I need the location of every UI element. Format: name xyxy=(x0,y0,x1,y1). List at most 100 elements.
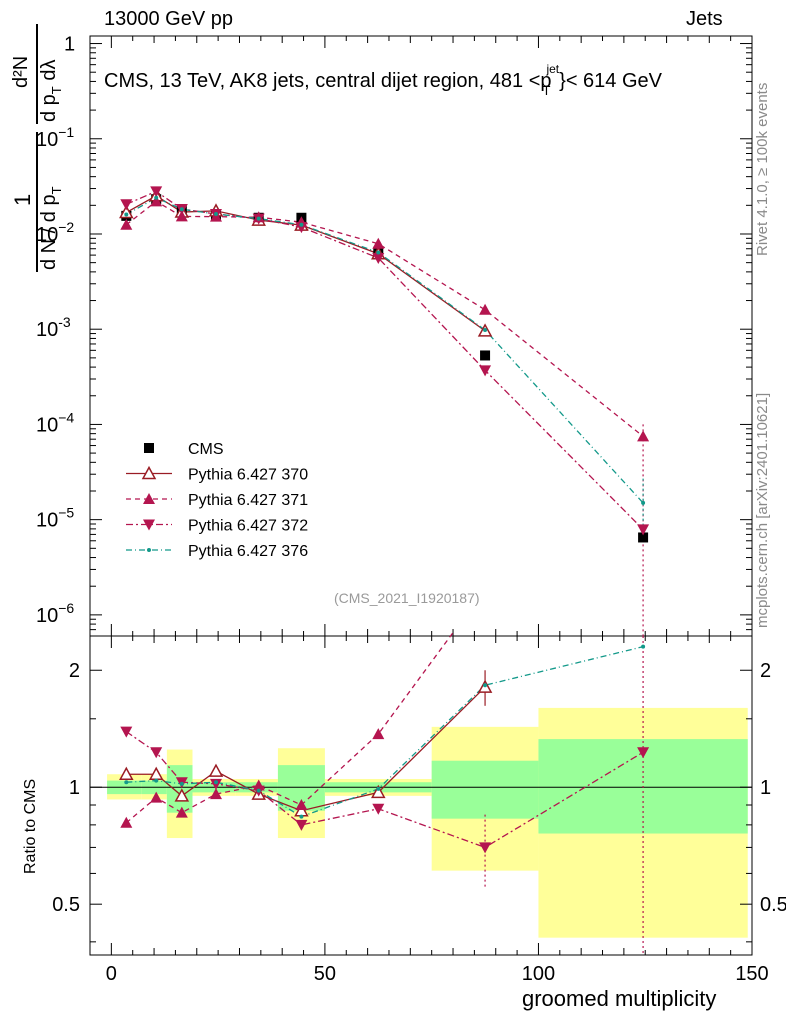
ratio-point-3-7 xyxy=(483,683,488,688)
legend-marker-3 xyxy=(143,519,155,531)
ratio-point-3-1 xyxy=(154,778,159,783)
legend-marker-1 xyxy=(141,465,157,480)
series-markers xyxy=(119,186,650,854)
main-point-0-7 xyxy=(480,350,491,361)
x-tick-label-0: 0 xyxy=(106,963,117,985)
main-point-3-7 xyxy=(479,365,492,377)
ratio-y-tick-label-right-2: 2 xyxy=(760,660,771,682)
ylabel-frac1-num: 1 xyxy=(10,193,35,206)
main-point-4-3 xyxy=(213,212,218,217)
main-point-3-0 xyxy=(120,199,133,211)
ratio-y-tick-label-right-0.5: 0.5 xyxy=(760,894,786,916)
main-point-4-2 xyxy=(179,207,184,212)
main-point-2-7 xyxy=(479,303,492,315)
main-point-2-0 xyxy=(120,218,133,230)
ratio-point-2-0 xyxy=(120,726,133,738)
ratio-point-0-6 xyxy=(371,784,386,799)
ratio-point-0-3 xyxy=(208,763,224,777)
ratio-band-green-2 xyxy=(166,765,193,813)
ylabel-frac1-den: d N / d pT xyxy=(38,186,64,270)
y-tick-label-5: 10−5 xyxy=(36,505,74,532)
main-point-4-0 xyxy=(124,212,129,217)
ratio-point-3-0 xyxy=(124,780,129,785)
ratio-y-tick-label-left-0.5: 0.5 xyxy=(52,894,80,916)
main-point-3-5 xyxy=(295,222,308,234)
main-point-4-1 xyxy=(154,195,159,200)
ratio-point-1-0 xyxy=(120,816,133,828)
legend-label-1: Pythia 6.427 370 xyxy=(188,467,308,484)
legend-label-2: Pythia 6.427 371 xyxy=(188,492,308,509)
legend-label-4: Pythia 6.427 376 xyxy=(188,543,308,560)
x-axis-label: groomed multiplicity xyxy=(522,986,717,1011)
axis-ticks xyxy=(89,36,753,955)
ratio-point-1-3 xyxy=(209,788,222,800)
ratio-point-0-2 xyxy=(174,788,190,802)
main-y-axis-label: 1 d N / d pT d²N d pT dλ xyxy=(10,22,80,272)
ratio-point-3-3 xyxy=(213,780,218,785)
ratio-y-tick-label-left-2: 2 xyxy=(69,660,80,682)
ratio-y-tick-label-right-1: 1 xyxy=(760,777,771,799)
analysis-id: (CMS_2021_I1920187) xyxy=(334,590,480,606)
main-point-4-8 xyxy=(641,500,646,505)
main-point-3-8 xyxy=(637,524,650,536)
ratio-point-3-4 xyxy=(256,788,261,793)
ratio-point-1-6 xyxy=(372,728,385,740)
main-point-2-2 xyxy=(175,210,188,222)
ratio-point-2-6 xyxy=(372,803,385,815)
main-line-2 xyxy=(125,200,644,437)
x-tick-label-100: 100 xyxy=(522,963,555,985)
legend-label-0: CMS xyxy=(188,441,224,458)
main-point-2-8 xyxy=(637,430,650,442)
ratio-point-2-5 xyxy=(295,819,308,831)
main-point-4-6 xyxy=(376,250,381,255)
main-point-4-7 xyxy=(483,328,488,333)
ratio-point-1-1 xyxy=(150,791,163,803)
plot-title-sub: T xyxy=(542,83,551,98)
ratio-point-3-8 xyxy=(641,644,646,649)
y-tick-label-3: 10-3 xyxy=(36,314,71,341)
ratio-band-green-7 xyxy=(431,760,539,819)
y-tick-label-1: 10−1 xyxy=(36,124,74,151)
mcplots-label: mcplots.cern.ch [arXiv:2401.10621] xyxy=(754,392,771,628)
legend-marker-4 xyxy=(147,548,151,552)
x-tick-label-150: 150 xyxy=(735,963,768,985)
ratio-point-2-1 xyxy=(150,747,163,759)
ratio-point-2-8 xyxy=(637,747,650,759)
ratio-y-axis-label: Ratio to CMS xyxy=(22,778,39,874)
y-tick-label-6: 10−6 xyxy=(36,600,74,627)
main-point-2-6 xyxy=(372,237,385,249)
ratio-line-1 xyxy=(125,632,454,824)
ratio-point-3-6 xyxy=(376,786,381,791)
y-tick-label-0: 1 xyxy=(64,34,75,56)
ratio-point-3-5 xyxy=(299,814,304,819)
ratio-y-tick-label-left-1: 1 xyxy=(69,777,80,799)
ratio-point-2-3 xyxy=(209,778,222,790)
rivet-label: Rivet 4.1.0, ≥ 100k events xyxy=(754,82,771,256)
main-point-3-1 xyxy=(150,186,163,198)
plot-title: CMS, 13 TeV, AK8 jets, central dijet reg… xyxy=(104,62,662,98)
ratio-point-1-2 xyxy=(175,806,188,818)
ratio-point-1-5 xyxy=(295,798,308,810)
main-point-1-0 xyxy=(119,204,134,219)
main-point-2-1 xyxy=(150,195,163,207)
x-tick-label-50: 50 xyxy=(314,963,336,985)
legend-label-3: Pythia 6.427 372 xyxy=(188,518,308,535)
process-label: Jets xyxy=(686,8,723,30)
ratio-point-3-2 xyxy=(179,781,184,786)
main-point-0-8 xyxy=(638,532,649,543)
main-point-4-5 xyxy=(299,222,304,227)
ylabel-frac2-den: d pT dλ xyxy=(38,59,64,122)
ratio-uncertainty-bands xyxy=(90,707,752,938)
legend-marker-2 xyxy=(143,493,155,504)
plot-title-sup: jet xyxy=(546,62,560,76)
ratio-point-0-0 xyxy=(119,766,134,780)
energy-label: 13000 GeV pp xyxy=(104,8,233,30)
ratio-frame xyxy=(89,635,753,956)
legend: CMS Pythia 6.427 370 Pythia 6.427 371 Pythi… xyxy=(126,441,308,560)
ratio-point-2-7 xyxy=(479,842,492,854)
axes-frames xyxy=(89,35,753,956)
main-point-4-4 xyxy=(256,216,261,221)
plot-title-text: CMS, 13 TeV, AK8 jets, central dijet reg… xyxy=(104,70,552,92)
legend-marker-0 xyxy=(144,443,154,453)
